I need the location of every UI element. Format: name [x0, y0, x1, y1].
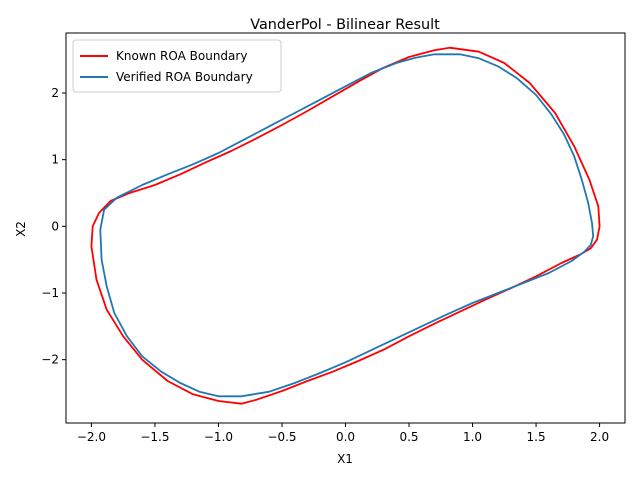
y-tick-label: −1: [41, 286, 59, 300]
x-tick-label: −2.0: [77, 430, 106, 444]
x-tick-label: 0.5: [399, 430, 418, 444]
x-axis: −2.0 −1.5 −1.0 −0.5 0.0 0.5 1.0 1.5 2.0: [77, 423, 609, 444]
legend-label-verified: Verified ROA Boundary: [116, 70, 253, 84]
legend-box: [72, 39, 282, 93]
legend: Known ROA Boundary Verified ROA Boundary: [72, 39, 282, 93]
chart-title: VanderPol - Bilinear Result: [250, 17, 440, 33]
x-tick-label: 2.0: [590, 430, 609, 444]
x-tick-label: −1.5: [140, 430, 169, 444]
series-line-verified-roa: [99, 53, 595, 398]
y-axis: −2 −1 0 1 2: [41, 86, 66, 367]
x-tick-label: −0.5: [267, 430, 296, 444]
y-tick-label: 1: [51, 153, 59, 167]
plot-lines: [90, 46, 601, 405]
x-tick-label: 1.5: [527, 430, 546, 444]
legend-label-known: Known ROA Boundary: [116, 49, 247, 63]
x-axis-label: X1: [337, 452, 353, 466]
y-tick-label: −2: [41, 353, 59, 367]
y-tick-label: 2: [51, 86, 59, 100]
y-tick-label: 0: [51, 219, 59, 233]
y-axis-label: X2: [14, 221, 28, 237]
x-tick-label: −1.0: [204, 430, 233, 444]
series-line-known-roa: [90, 46, 601, 405]
x-tick-label: 1.0: [463, 430, 482, 444]
x-tick-label: 0.0: [336, 430, 355, 444]
